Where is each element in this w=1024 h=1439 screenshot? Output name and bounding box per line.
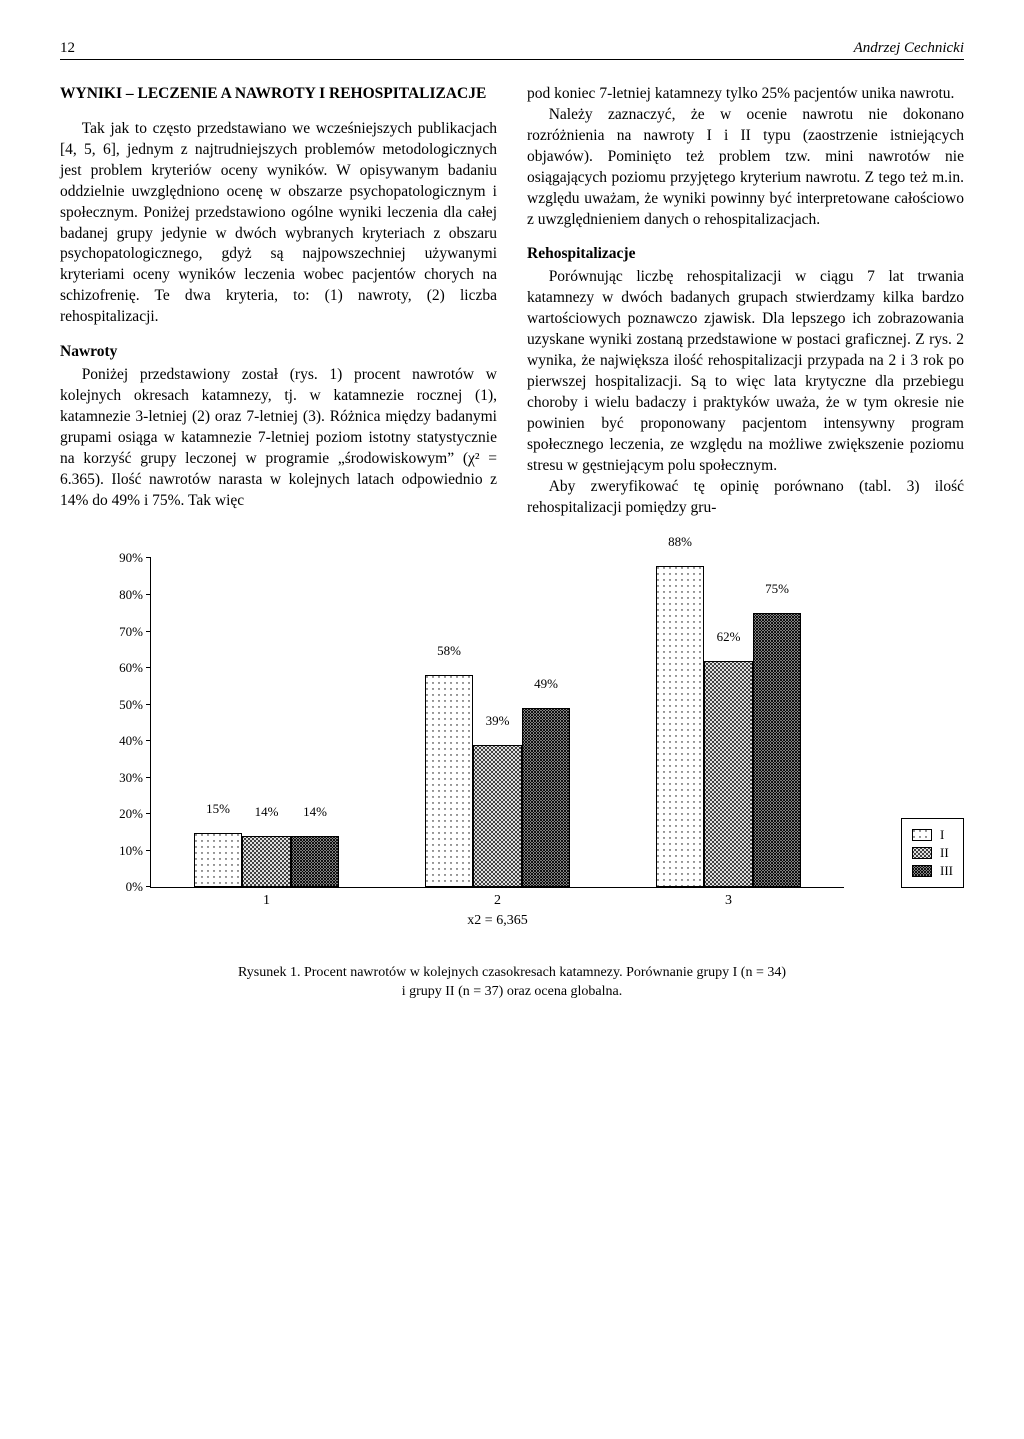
bar-value-label: 15% — [206, 801, 230, 817]
sub-heading-rehospitalizacje: Rehospitalizacje — [527, 244, 964, 265]
y-axis-tick-label: 50% — [101, 697, 143, 713]
chart-legend: IIIIII — [901, 818, 964, 888]
bar — [291, 836, 340, 887]
x-axis-category-label: 1 — [263, 893, 270, 909]
y-axis-tick-label: 40% — [101, 733, 143, 749]
legend-label: II — [940, 845, 949, 861]
bar — [704, 661, 753, 888]
paragraph: pod koniec 7-letniej katamnezy tylko 25%… — [527, 84, 964, 105]
legend-swatch — [912, 829, 932, 841]
legend-swatch — [912, 865, 932, 877]
y-axis-tick-label: 70% — [101, 624, 143, 640]
bar — [194, 833, 243, 888]
x-axis-category-label: 2 — [494, 893, 501, 909]
bar-value-label: 62% — [717, 629, 741, 645]
section-heading: WYNIKI – LECZENIE A NAWROTY I REHOSPITAL… — [60, 84, 497, 105]
y-axis-tick-label: 80% — [101, 587, 143, 603]
bar-value-label: 14% — [303, 804, 327, 820]
legend-label: III — [940, 863, 953, 879]
bar — [753, 613, 802, 887]
legend-item: III — [912, 863, 953, 879]
x-axis-caption: x2 = 6,365 — [467, 913, 527, 929]
y-axis-tick-label: 20% — [101, 806, 143, 822]
chart-plot-area: 0%10%20%30%40%50%60%70%80%90%15%14%14%15… — [150, 558, 844, 888]
bar-value-label: 58% — [437, 643, 461, 659]
bar — [656, 566, 705, 888]
bar — [425, 675, 474, 887]
caption-line: i grupy II (n = 37) oraz ocena globalna. — [402, 984, 623, 999]
legend-swatch — [912, 847, 932, 859]
legend-item: II — [912, 845, 953, 861]
paragraph: Porównując liczbę rehospitalizacji w cią… — [527, 267, 964, 476]
page-header: 12 Andrzej Cechnicki — [60, 40, 964, 60]
bar — [473, 745, 522, 888]
y-axis-tick-label: 90% — [101, 550, 143, 566]
bar-value-label: 49% — [534, 676, 558, 692]
legend-item: I — [912, 827, 953, 843]
x-axis-category-label: 3 — [725, 893, 732, 909]
bar-value-label: 14% — [255, 804, 279, 820]
sub-heading-nawroty: Nawroty — [60, 342, 497, 363]
bar — [522, 708, 571, 887]
paragraph: Aby zweryfikować tę opinię porównano (ta… — [527, 477, 964, 519]
page-number: 12 — [60, 40, 75, 57]
author-name: Andrzej Cechnicki — [854, 40, 964, 57]
y-axis-tick-label: 10% — [101, 843, 143, 859]
figure-caption: Rysunek 1. Procent nawrotów w kolejnych … — [60, 964, 964, 1002]
paragraph: Tak jak to często przedstawiano we wcześ… — [60, 119, 497, 328]
paragraph: Poniżej przedstawiony został (rys. 1) pr… — [60, 365, 497, 511]
paragraph: Należy zaznaczyć, że w ocenie nawrotu ni… — [527, 105, 964, 231]
y-axis-tick-label: 0% — [101, 879, 143, 895]
legend-label: I — [940, 827, 944, 843]
caption-line: Rysunek 1. Procent nawrotów w kolejnych … — [238, 965, 786, 980]
bar — [242, 836, 291, 887]
bar-value-label: 88% — [668, 534, 692, 550]
bar-value-label: 39% — [486, 713, 510, 729]
bar-value-label: 75% — [765, 581, 789, 597]
y-axis-tick-label: 60% — [101, 660, 143, 676]
y-axis-tick-label: 30% — [101, 770, 143, 786]
bar-chart: 0% 10% 20% 30% 40% 50% 60% 70% 80% 90% 15% 14% 14% 1 5… — [60, 548, 964, 948]
